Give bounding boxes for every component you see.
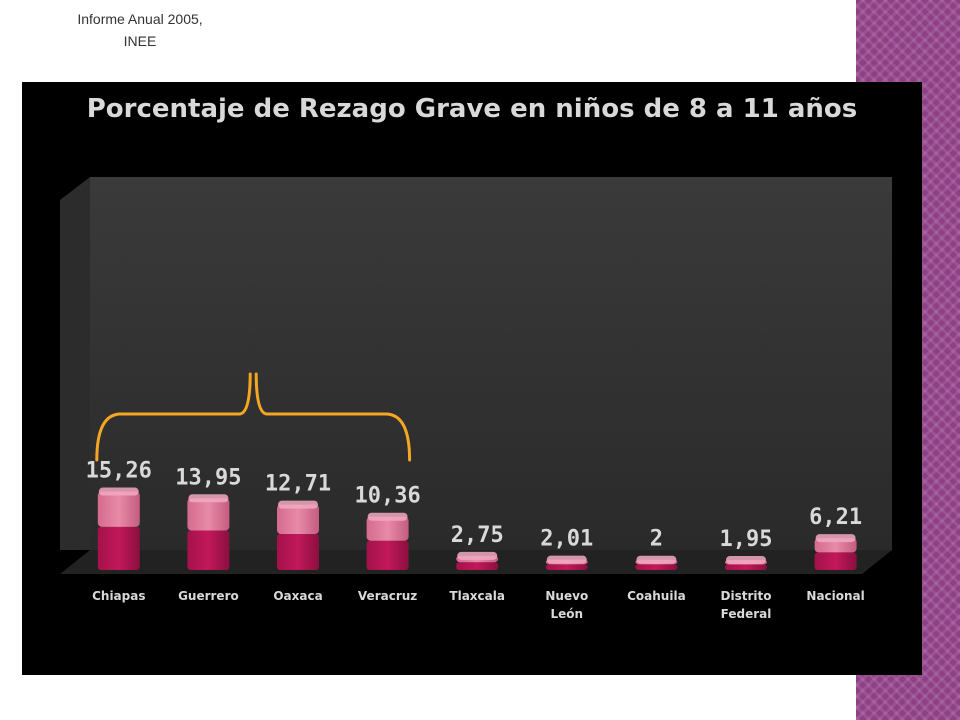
category-label-2: Oaxaca: [273, 589, 322, 603]
bar-0-cap: [98, 487, 139, 496]
group-brace: [95, 372, 412, 462]
category-label-5-line-0: Nuevo: [545, 589, 588, 603]
data-label-7: 1,95: [720, 527, 773, 552]
bar-1-cap: [188, 494, 229, 503]
bar-6-cap: [636, 555, 677, 564]
category-label-1: Guerrero: [178, 589, 239, 603]
bar-2-upper: [277, 504, 319, 535]
bar-4-cap: [457, 551, 498, 560]
bar-3-lower: [366, 540, 409, 570]
bar-6-lower: [635, 564, 678, 570]
category-label-3: Veracruz: [358, 589, 417, 603]
chart-title: Porcentaje de Rezago Grave en niños de 8…: [86, 94, 858, 124]
category-label-8: Nacional: [806, 589, 864, 603]
bar-2-lower: [277, 534, 319, 570]
bar-2-cap: [278, 500, 318, 509]
category-label-0: Chiapas: [92, 589, 145, 603]
bar-1-upper: [187, 498, 230, 531]
bar-0-lower: [97, 526, 140, 570]
category-label-5-line-1: León: [551, 607, 584, 621]
category-label-6: Coahuila: [627, 589, 686, 603]
data-label-2: 12,71: [265, 472, 331, 497]
bar-1-lower: [187, 530, 230, 570]
bar-0-upper: [97, 491, 140, 527]
bar-7-cap: [726, 555, 766, 564]
category-label-7-line-0: Distrito: [721, 589, 772, 603]
bar-3-upper: [366, 516, 409, 541]
bar-4-lower: [456, 562, 499, 570]
data-label-3: 10,36: [354, 484, 420, 509]
chart-back-wall: [90, 177, 892, 550]
source-note: Informe Anual 2005, INEE: [77, 11, 203, 49]
data-label-5: 2,01: [540, 527, 593, 552]
data-label-1: 13,95: [175, 465, 241, 490]
bar-3-cap: [367, 512, 408, 521]
category-label-7-line-1: Federal: [721, 607, 772, 621]
bar-7-lower: [725, 564, 767, 570]
bar-5-cap: [546, 555, 587, 564]
bar-8-cap: [815, 534, 856, 543]
data-label-6: 2: [650, 527, 663, 552]
bar-5-lower: [545, 564, 588, 570]
chart-panel: 15,26 Chiapas 13,95 Guerrero 12,71 Oaxaca 10,3…: [22, 82, 922, 675]
bar-chart: 15,26 Chiapas 13,95 Guerrero 12,71 Oaxaca 10,3…: [60, 177, 892, 621]
data-label-4: 2,75: [451, 523, 504, 548]
data-label-0: 15,26: [86, 459, 152, 484]
bar-8-lower: [814, 552, 857, 570]
category-label-4: Tlaxcala: [449, 589, 505, 603]
data-label-8: 6,21: [809, 505, 862, 530]
